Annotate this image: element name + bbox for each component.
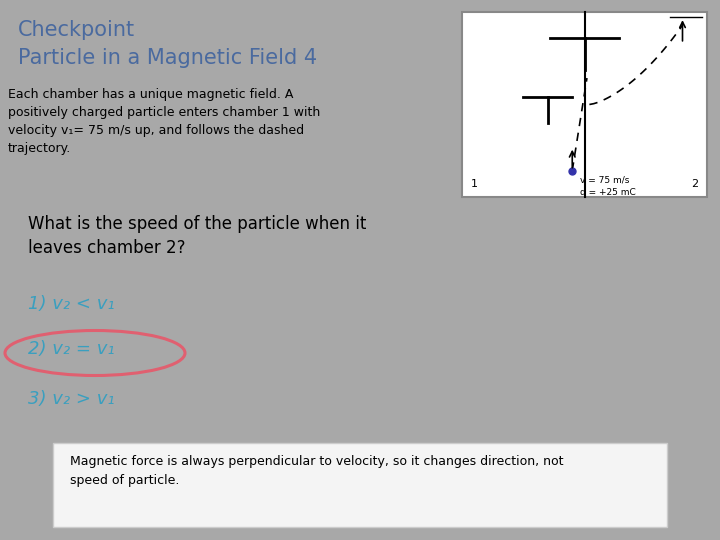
Text: 1: 1 [471, 179, 478, 189]
Text: 1) v₂ < v₁: 1) v₂ < v₁ [28, 295, 114, 313]
Text: Each chamber has a unique magnetic field. A
positively charged particle enters c: Each chamber has a unique magnetic field… [8, 88, 320, 155]
Text: What is the speed of the particle when it
leaves chamber 2?: What is the speed of the particle when i… [28, 215, 366, 256]
Text: 3) v₂ > v₁: 3) v₂ > v₁ [28, 390, 114, 408]
FancyBboxPatch shape [53, 443, 667, 527]
Text: Particle in a Magnetic Field 4: Particle in a Magnetic Field 4 [18, 48, 317, 68]
Text: Magnetic force is always perpendicular to velocity, so it changes direction, not: Magnetic force is always perpendicular t… [70, 455, 564, 487]
Text: q = +25 mC: q = +25 mC [580, 188, 635, 197]
Text: 2: 2 [691, 179, 698, 189]
Text: v = 75 m/s: v = 75 m/s [580, 176, 629, 185]
Text: Checkpoint: Checkpoint [18, 20, 135, 40]
Text: 2) v₂ = v₁: 2) v₂ = v₁ [28, 340, 114, 358]
FancyBboxPatch shape [462, 12, 707, 197]
